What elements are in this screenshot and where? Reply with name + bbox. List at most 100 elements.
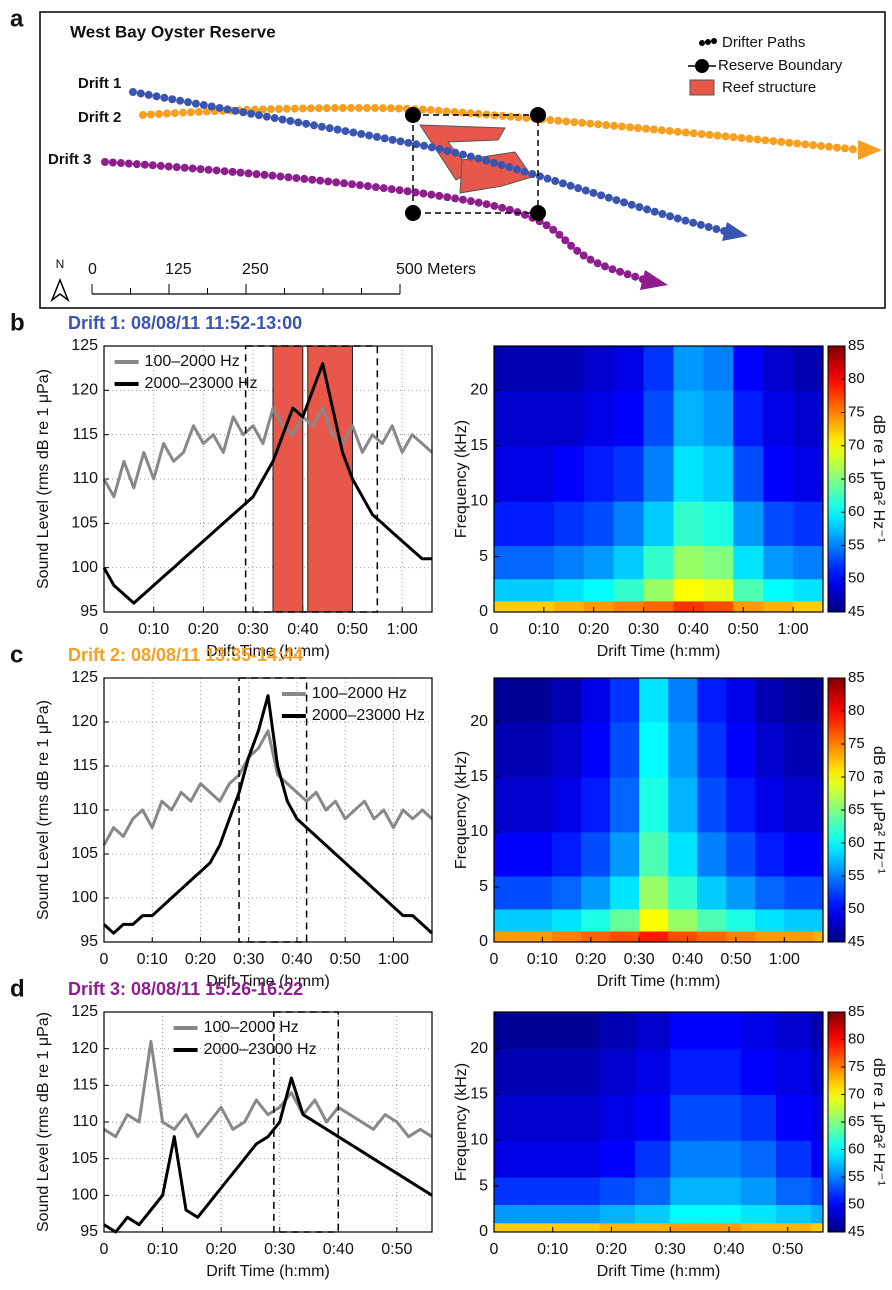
heat-cell	[610, 876, 640, 910]
x-tick-label: 0:50	[381, 1241, 412, 1258]
colorbar-label: dB re 1 μPa² Hz⁻¹	[870, 746, 887, 874]
heat-cell	[703, 545, 734, 580]
heat-cell	[643, 346, 674, 391]
heat-cell	[581, 931, 611, 943]
y-tick-label: 110	[72, 801, 98, 818]
heat-cell	[529, 1222, 565, 1233]
axes: 0 5 10 15 20 0 0:10 0:20 0:30 0:40 0:50	[470, 1040, 803, 1258]
colorbar-tick-label: 65	[848, 801, 865, 818]
colorbar-tick-label: 75	[848, 735, 865, 752]
heat-cell	[523, 445, 555, 502]
heat-cell	[733, 578, 764, 602]
heat-cell	[643, 501, 674, 546]
heat-cell	[705, 1222, 742, 1233]
heat-cell	[673, 445, 704, 502]
heat-cell	[784, 722, 814, 778]
heat-cell	[793, 501, 824, 546]
colorbar-tick-label: 75	[848, 403, 865, 420]
panel-letter: a	[10, 5, 24, 32]
heat-cell	[635, 1177, 671, 1205]
heat-cell	[703, 445, 734, 502]
heat-cell	[523, 545, 555, 580]
heat-cell	[523, 578, 555, 602]
heat-cell	[673, 501, 704, 546]
heat-cell	[673, 390, 704, 447]
y-tick-label: 120	[71, 382, 98, 399]
x-tick-label: 0:50	[337, 621, 368, 638]
x-tick-label: 0:50	[772, 1241, 803, 1258]
heat-cell	[670, 1048, 706, 1095]
x-tick-label: 0:30	[238, 621, 269, 638]
heat-cell	[763, 578, 794, 602]
series-line	[103, 1039, 433, 1139]
heat-cell	[726, 909, 756, 932]
colorbar-tick-label: 45	[848, 1223, 865, 1240]
heat-cell	[583, 600, 615, 613]
heat-cell	[494, 578, 525, 602]
heat-cell	[673, 578, 704, 602]
y-tick-label: 95	[80, 1223, 98, 1240]
heat-cell	[599, 1222, 636, 1233]
heat-cell	[703, 578, 734, 602]
heat-cell	[763, 390, 794, 447]
heat-cell	[583, 501, 615, 546]
y-tick-label: 95	[80, 603, 98, 620]
y-axis-label: Sound Level (rms dB re 1 μPa)	[35, 369, 52, 589]
colorbar-tick-label: 70	[848, 1085, 865, 1102]
heat-cell	[673, 346, 704, 391]
heat-cell	[529, 1094, 565, 1141]
panel-title: Drift 2: 08/08/11 13:35-14:44	[68, 645, 303, 665]
heat-cell	[613, 578, 645, 602]
heat-cell	[740, 1222, 777, 1233]
y-tick-label: 0	[479, 933, 488, 950]
heat-cell	[763, 445, 794, 502]
x-axis-label: Drift Time (h:mm)	[206, 1263, 330, 1280]
heat-cell	[776, 1140, 812, 1178]
heat-cell	[811, 1177, 824, 1205]
colorbar-tick-label: 65	[848, 470, 865, 487]
heat-cell	[784, 909, 814, 932]
heat-cell	[581, 722, 611, 778]
heat-cell	[673, 600, 704, 613]
drift-label: Drift 2	[78, 109, 121, 126]
heat-cell	[553, 501, 585, 546]
heat-cell	[494, 1012, 530, 1050]
legend-text: 100–2000 Hz	[204, 1019, 299, 1036]
plot-frame	[103, 345, 433, 613]
heat-cell	[755, 832, 785, 877]
map-title: West Bay Oyster Reserve	[70, 22, 276, 41]
legend-icon	[689, 79, 715, 96]
heat-cell	[639, 876, 669, 910]
heat-cell	[494, 1204, 530, 1224]
x-tick-label: 0:50	[720, 951, 751, 968]
y-tick-label: 100	[71, 1187, 98, 1204]
heat-cell	[726, 832, 756, 877]
heat-cell	[776, 1012, 812, 1050]
legend-text: 2000–23000 Hz	[145, 375, 258, 392]
heat-cell	[613, 600, 645, 613]
colorbar-tick-label: 70	[848, 768, 865, 785]
heat-cell	[755, 777, 785, 833]
heat-cell	[599, 1012, 636, 1050]
colorbar-tick-label: 45	[848, 603, 865, 620]
heat-cell	[776, 1094, 812, 1141]
heat-cell	[705, 1048, 742, 1095]
heat-cell	[643, 545, 674, 580]
heat-cell	[668, 931, 698, 943]
heat-cell	[635, 1222, 671, 1233]
heat-cell	[494, 722, 524, 778]
legend-icon	[699, 40, 705, 46]
heat-cell	[813, 876, 824, 910]
heat-cell	[703, 501, 734, 546]
y-tick-label: 100	[71, 559, 98, 576]
y-tick-label: 5	[479, 878, 488, 895]
heat-cell	[494, 832, 524, 877]
heat-cell	[599, 1204, 636, 1224]
heat-cell	[740, 1177, 777, 1205]
colorbar-tick-label: 85	[848, 337, 865, 354]
heat-cell	[811, 1140, 824, 1178]
heat-cell	[776, 1204, 812, 1224]
heat-cell	[529, 1140, 565, 1178]
heat-cell	[552, 678, 582, 723]
panel-letter: c	[10, 641, 23, 668]
